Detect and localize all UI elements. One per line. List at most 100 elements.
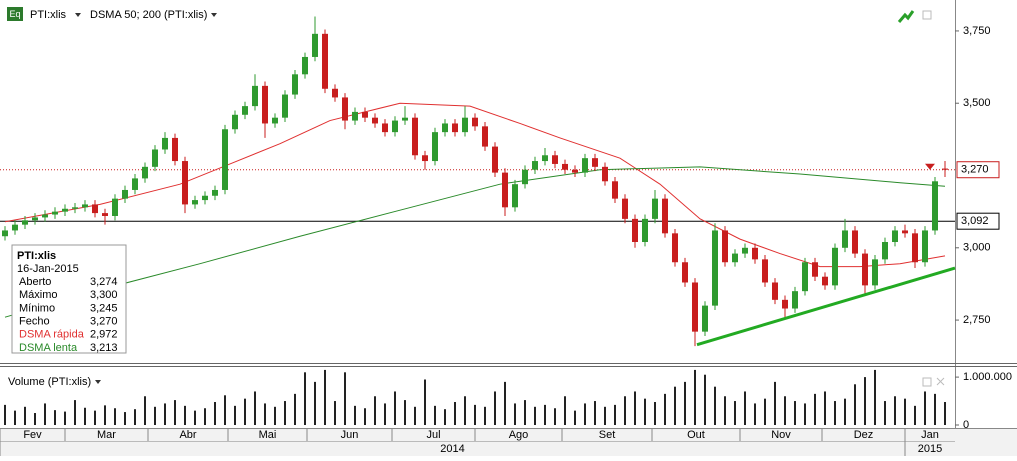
candle-body (32, 217, 38, 221)
x-tick-label: Mai (259, 429, 277, 441)
volume-bar (34, 413, 36, 425)
info-box-frame (11, 244, 127, 354)
volume-bar (714, 386, 716, 425)
candle-body (312, 33, 318, 57)
volume-bar (944, 402, 946, 425)
candle-body (582, 158, 588, 173)
volume-bar (534, 406, 536, 425)
dropdown-arrow[interactable] (211, 13, 217, 17)
candle-body (332, 88, 338, 98)
info-value: 3,245 (90, 302, 118, 314)
candle-body (632, 218, 638, 243)
volume-bar (454, 402, 456, 425)
candle-body (652, 198, 658, 219)
maximize-icon[interactable] (922, 10, 932, 20)
candle-body (102, 213, 108, 216)
last-price-marker (925, 163, 935, 170)
candle-body (262, 85, 268, 124)
candle-body (732, 253, 738, 263)
candle-body (82, 204, 88, 208)
volume-bar (624, 396, 626, 425)
volume-bar (614, 404, 616, 425)
dropdown-arrow[interactable] (75, 13, 81, 17)
candle-body (352, 111, 358, 121)
volume-bar (94, 410, 96, 425)
trend-line (696, 266, 956, 347)
candle-body (622, 198, 628, 219)
x-tick-label: Jun (341, 429, 359, 441)
volume-bar (164, 403, 166, 425)
volume-bar (754, 403, 756, 425)
candle-body (322, 33, 328, 89)
volume-bar (774, 381, 776, 425)
volume-bar (724, 396, 726, 425)
volume-label[interactable]: Volume (PTI:xlis) (8, 376, 91, 388)
volume-bar (144, 396, 146, 425)
candle-body (932, 181, 938, 231)
info-value: 3,270 (90, 316, 118, 328)
volume-bar (314, 381, 316, 425)
volume-bar (824, 391, 826, 425)
y-tick-label: 3,750 (963, 25, 991, 37)
candle-body (782, 299, 788, 309)
volume-bar (784, 396, 786, 425)
volume-bar (4, 404, 6, 425)
candle-body (602, 166, 608, 182)
volume-bar (894, 396, 896, 425)
volume-bar (394, 391, 396, 425)
candle-body (502, 172, 508, 208)
candle-body (742, 247, 748, 254)
volume-bar (934, 393, 936, 425)
candle-body (862, 253, 868, 286)
close-icon[interactable] (936, 377, 945, 386)
volume-bar (294, 393, 296, 425)
volume-bar (334, 401, 336, 425)
indicator-label[interactable]: DSMA 50; 200 (PTI:xlis) (90, 9, 207, 21)
volume-bar (74, 400, 76, 425)
candle-body (142, 166, 148, 179)
volume-bar (704, 374, 706, 425)
candle-body (832, 247, 838, 286)
volume-bar (14, 410, 16, 425)
info-value: 3,300 (90, 289, 118, 301)
x-tick-label: Nov (771, 429, 791, 441)
volume-bar (504, 381, 506, 425)
dropdown-arrow[interactable] (95, 380, 101, 384)
volume-bar (274, 406, 276, 425)
x-tick-label: Out (687, 429, 705, 441)
volume-bar (24, 406, 26, 425)
candle-body (372, 117, 378, 124)
volume-bar (384, 403, 386, 425)
candle-body (232, 114, 238, 130)
candle-body (902, 230, 908, 234)
candle-body (702, 305, 708, 332)
candle-body (822, 276, 828, 286)
chart-type-icon[interactable] (897, 10, 915, 23)
volume-bar (284, 401, 286, 425)
volume-bar (564, 396, 566, 425)
volume-bar (44, 403, 46, 425)
candle-body (842, 230, 848, 248)
info-value: 2,972 (90, 329, 118, 341)
price-label: 3,270 (961, 164, 989, 176)
volume-bar (114, 408, 116, 425)
volume-bar (694, 369, 696, 425)
candle-body (572, 169, 578, 173)
symbol-icon[interactable] (7, 7, 23, 21)
volume-bar (194, 410, 196, 425)
volume-bar (874, 369, 876, 425)
candle-body (182, 161, 188, 205)
maximize-icon[interactable] (922, 377, 932, 387)
candle-body (812, 262, 818, 277)
candle-body (672, 233, 678, 263)
candle-body (2, 230, 8, 237)
candle-body (512, 184, 518, 208)
y-tick-label: 2,750 (963, 314, 991, 326)
candle-body (792, 291, 798, 309)
candle-body (522, 169, 528, 185)
candle-body (52, 211, 58, 215)
symbol-label[interactable]: PTI:xlis (30, 9, 67, 21)
info-label: DSMA lenta (19, 342, 78, 354)
symbol-icon-text: Eq (9, 9, 20, 19)
